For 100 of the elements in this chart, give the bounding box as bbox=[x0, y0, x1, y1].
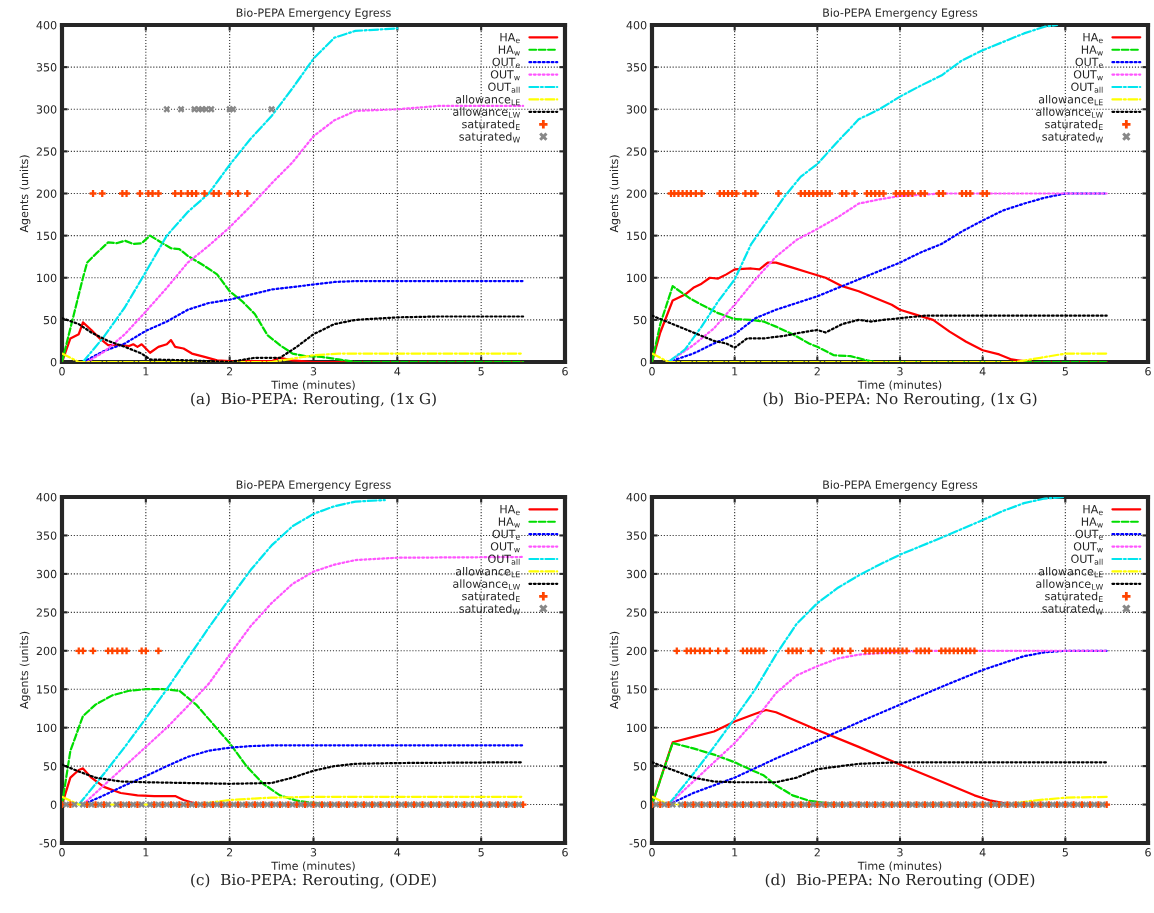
y-tick-label: 50 bbox=[43, 762, 57, 771]
y-tick-label: 0 bbox=[640, 357, 647, 367]
line-series bbox=[652, 261, 1108, 362]
y-tick-label: 200 bbox=[36, 189, 57, 198]
legend-label: saturated$_{E}$ bbox=[1045, 591, 1103, 602]
y-tick-label: 300 bbox=[626, 105, 647, 114]
legend-label: allowance$_{LE}$ bbox=[455, 94, 520, 106]
line-series bbox=[86, 104, 525, 362]
line-series bbox=[652, 761, 1108, 784]
y-tick-label: 400 bbox=[36, 492, 57, 502]
legend-label: saturated$_{W}$ bbox=[1042, 132, 1103, 143]
legend-label: saturated$_{W}$ bbox=[1042, 604, 1103, 615]
chart-title: Bio-PEPA Emergency Egress bbox=[236, 8, 391, 19]
text: (d) Bio-PEPA: No Rerouting (ODE) bbox=[765, 873, 1035, 889]
y-axis-title: Agents (units) bbox=[19, 631, 31, 710]
y-tick-label: 0 bbox=[50, 357, 57, 367]
x-axis-title: Time (minutes) bbox=[857, 861, 942, 872]
line-series bbox=[62, 761, 525, 785]
y-tick-label: 50 bbox=[633, 315, 647, 325]
legend-label: saturated$_{W}$ bbox=[459, 604, 520, 615]
y-tick-label: 150 bbox=[37, 685, 57, 694]
line-series bbox=[81, 27, 399, 362]
x-tick-label: 5 bbox=[478, 848, 484, 857]
y-tick-label: 250 bbox=[36, 147, 57, 156]
x-tick-label: 1 bbox=[143, 367, 149, 376]
y-tick-label: 300 bbox=[626, 569, 647, 579]
x-tick-label: 3 bbox=[897, 848, 903, 857]
x-tick-label: 6 bbox=[1145, 848, 1151, 857]
y-tick-label: 150 bbox=[627, 231, 647, 240]
legend-label: OUT$_{all}$ bbox=[1071, 554, 1103, 565]
legend-label: OUT$_{w}$ bbox=[1073, 542, 1103, 553]
legend-label: OUT$_{w}$ bbox=[1073, 70, 1103, 81]
y-tick-label: 200 bbox=[626, 646, 647, 656]
y-tick-label: 250 bbox=[626, 608, 647, 617]
legend-label: allowance$_{LW}$ bbox=[453, 579, 520, 590]
y-tick-label: 200 bbox=[36, 646, 57, 656]
x-tick-label: 5 bbox=[478, 367, 484, 376]
y-axis-title: Agents (units) bbox=[609, 155, 621, 233]
legend-label: OUT$_{e}$ bbox=[1075, 529, 1103, 540]
legend-label: HA$_{w}$ bbox=[498, 517, 520, 528]
y-tick-label: 100 bbox=[627, 273, 647, 283]
line-series bbox=[652, 285, 1108, 362]
legend-label: OUT$_{e}$ bbox=[492, 57, 520, 68]
x-tick-label: 1 bbox=[732, 848, 738, 857]
legend-label: saturated$_{E}$ bbox=[462, 591, 520, 602]
text: (b) Bio-PEPA: No Rerouting, (1x G) bbox=[763, 392, 1037, 408]
y-tick-label: 350 bbox=[626, 63, 647, 72]
y-tick-label: 300 bbox=[36, 105, 57, 114]
y-tick-label: 300 bbox=[36, 569, 57, 579]
legend-label: allowance$_{LW}$ bbox=[453, 107, 520, 118]
y-tick-label: 350 bbox=[626, 531, 647, 540]
y-tick-label: 400 bbox=[626, 20, 647, 30]
y-tick-label: 0 bbox=[50, 800, 57, 809]
y-tick-label: 100 bbox=[37, 273, 57, 283]
x-tick-label: 4 bbox=[394, 848, 401, 857]
legend-label: HA$_{w}$ bbox=[1081, 45, 1103, 56]
legend-label: OUT$_{all}$ bbox=[488, 82, 520, 93]
y-axis-title: Agents (units) bbox=[609, 631, 621, 710]
y-tick-label: 150 bbox=[627, 685, 647, 694]
x-axis-title: Time (minutes) bbox=[857, 380, 942, 391]
y-tick-label: -50 bbox=[629, 838, 647, 848]
chart-title: Bio-PEPA Emergency Egress bbox=[236, 480, 391, 491]
x-axis-title: Time (minutes) bbox=[271, 380, 355, 391]
legend-label: HA$_{e}$ bbox=[1083, 33, 1103, 44]
x-tick-label: 0 bbox=[649, 848, 655, 857]
legend-label: HA$_{e}$ bbox=[500, 33, 520, 44]
y-tick-label: 250 bbox=[626, 147, 647, 156]
legend-label: OUT$_{w}$ bbox=[490, 542, 520, 553]
legend-label: allowance$_{LW}$ bbox=[1036, 579, 1103, 590]
y-tick-label: 0 bbox=[640, 800, 647, 809]
legend-label: allowance$_{LE}$ bbox=[1038, 94, 1103, 106]
y-tick-label: 400 bbox=[626, 492, 647, 502]
y-tick-label: 350 bbox=[36, 63, 57, 72]
legend-label: OUT$_{w}$ bbox=[490, 70, 520, 81]
chart-title: Bio-PEPA Emergency Egress bbox=[823, 480, 978, 491]
line-series bbox=[652, 314, 1108, 349]
legend-label: OUT$_{all}$ bbox=[1071, 82, 1103, 93]
y-tick-label: -50 bbox=[39, 838, 57, 848]
y-tick-label: 100 bbox=[37, 723, 57, 733]
x-tick-label: 4 bbox=[979, 848, 986, 857]
x-tick-label: 4 bbox=[394, 367, 401, 376]
x-axis-title: Time (minutes) bbox=[271, 861, 355, 872]
y-tick-label: 200 bbox=[626, 189, 647, 198]
legend-label: OUT$_{e}$ bbox=[1075, 57, 1103, 68]
x-tick-label: 5 bbox=[1062, 367, 1068, 376]
x-tick-label: 4 bbox=[979, 367, 986, 376]
y-tick-label: 50 bbox=[633, 762, 647, 771]
chart-title: Bio-PEPA Emergency Egress bbox=[823, 8, 978, 19]
text: (c) Bio-PEPA: Rerouting, (ODE) bbox=[191, 873, 436, 889]
x-tick-label: 3 bbox=[310, 367, 317, 376]
x-tick-label: 0 bbox=[649, 367, 655, 376]
legend-label: HA$_{w}$ bbox=[498, 45, 520, 56]
x-tick-label: 3 bbox=[310, 848, 317, 857]
x-tick-label: 2 bbox=[226, 367, 233, 376]
y-axis-title: Agents (units) bbox=[19, 155, 31, 233]
x-tick-label: 6 bbox=[1145, 367, 1151, 376]
x-tick-label: 2 bbox=[226, 848, 233, 857]
y-tick-label: 100 bbox=[627, 723, 647, 733]
x-tick-label: 2 bbox=[814, 848, 820, 857]
x-tick-label: 0 bbox=[59, 367, 65, 376]
